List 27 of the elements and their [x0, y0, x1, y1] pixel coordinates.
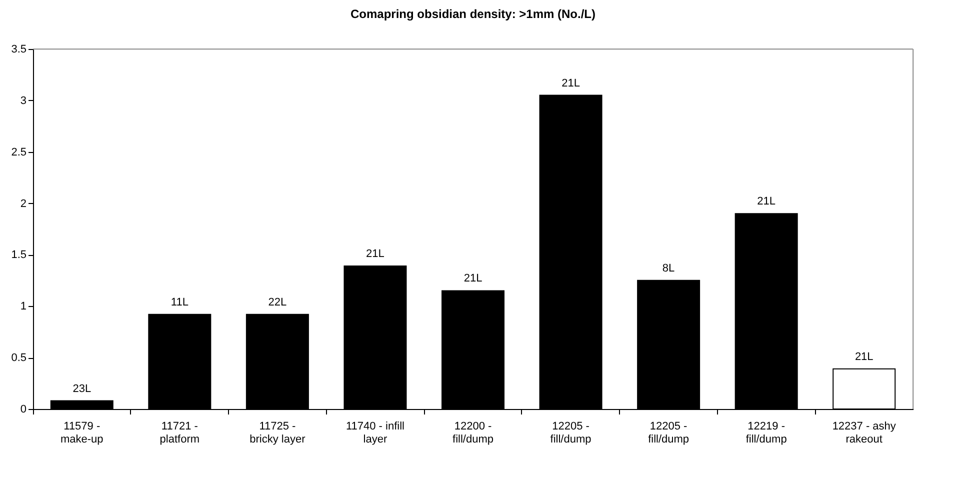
x-tick-label: 11740 - infill layer [346, 420, 404, 446]
annotation: 11L [170, 296, 188, 308]
annotation: 22L [268, 296, 287, 308]
y-tick-label: 3.5 [11, 44, 26, 56]
annotation: 8L [662, 262, 675, 274]
annotation: 21L [464, 272, 482, 285]
x-tick-label: 12200 - fill/dump [452, 420, 494, 446]
x-tick-label: 12205 - fill/dump [648, 420, 690, 446]
x-tick-label: 12237 - ashy rakeout [832, 420, 896, 446]
y-tick-label: 0.5 [11, 352, 26, 364]
y-tick-label: 0 [20, 404, 26, 416]
y-tick-label: 2.5 [11, 146, 26, 158]
x-tick-label: 11725 - bricky layer [250, 420, 306, 446]
y-tick-label: 2 [20, 198, 26, 210]
chart-title: Comapring obsidian density: >1mm (No./L) [350, 7, 596, 21]
annotation: 23L [72, 382, 92, 395]
x-tick-label: 12205 - fill/dump [550, 420, 592, 446]
x-tick-label: 12219 - fill/dump [746, 420, 787, 446]
annotation: 21L [854, 350, 874, 363]
y-tick-label: 3 [20, 94, 26, 107]
annotation: 21L [366, 248, 384, 260]
annotation: 21L [562, 77, 580, 90]
y-tick-label: 1 [20, 300, 26, 313]
x-tick-label: 11721 - platform [160, 420, 200, 446]
x-tick-label: 11579 - make-up [60, 420, 104, 446]
annotation: 21L [757, 196, 776, 208]
y-tick-label: 1.5 [11, 249, 26, 262]
